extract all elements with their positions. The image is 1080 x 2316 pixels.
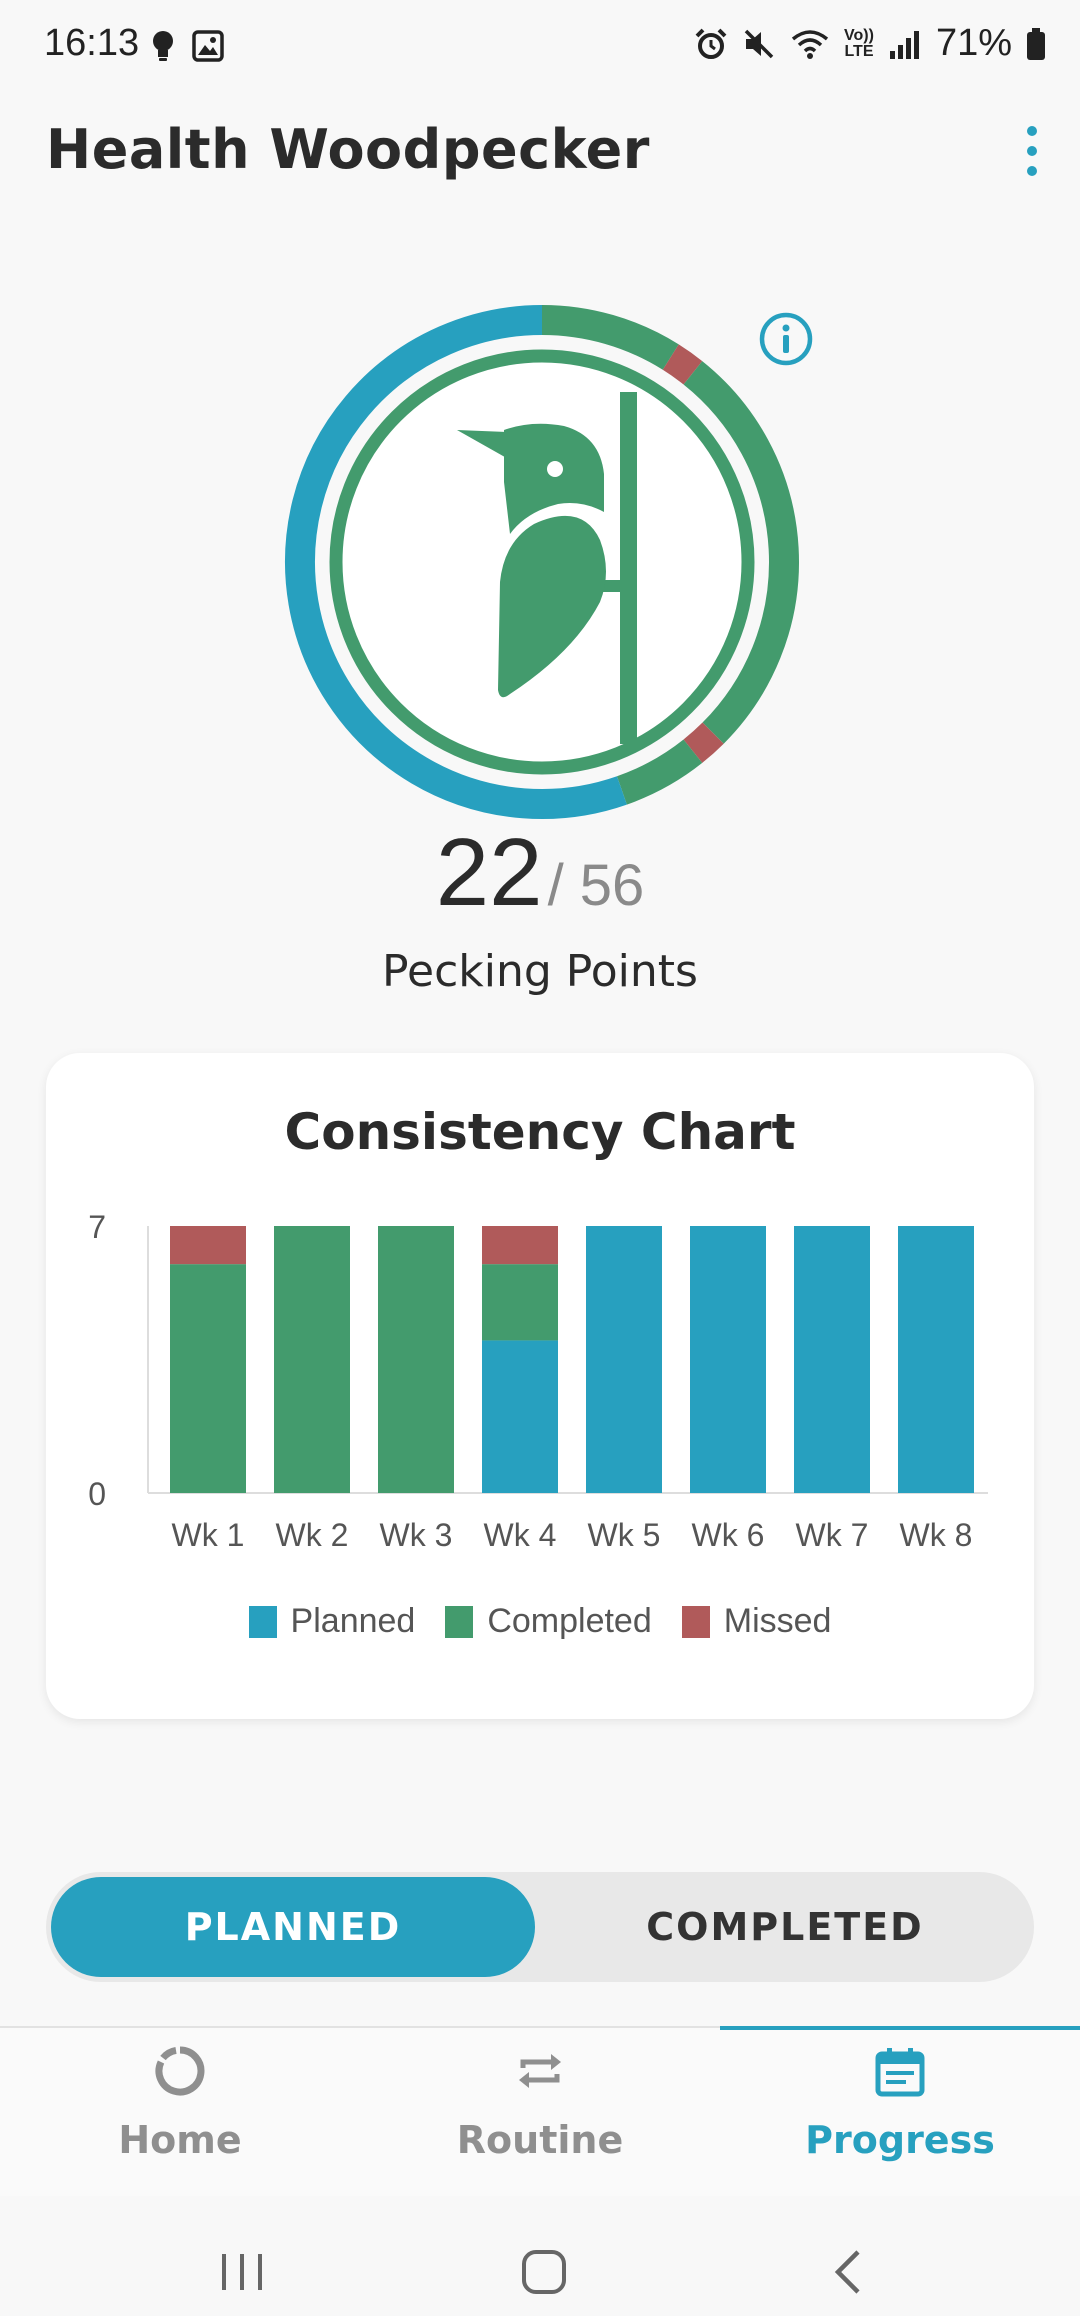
ring-segment-planned	[285, 305, 627, 819]
legend-label-completed: Completed	[487, 1602, 652, 1640]
nav-item-home[interactable]: Home	[0, 2028, 360, 2198]
x-tick-label: Wk 2	[276, 1517, 349, 1553]
legend-swatch-missed	[681, 1605, 710, 1638]
bottom-navigation: Home Routine Progress	[0, 2026, 1080, 2196]
more-options-icon[interactable]	[1022, 126, 1042, 176]
ring-segment-completed	[683, 361, 799, 744]
nav-label-home: Home	[118, 2118, 242, 2162]
legend-label-planned: Planned	[290, 1602, 416, 1640]
home-ring-icon	[155, 2046, 205, 2096]
nav-item-routine[interactable]: Routine	[360, 2028, 720, 2198]
progress-ring-svg	[285, 305, 799, 819]
volte-indicator: Vo)) LTE	[844, 26, 874, 60]
points-total: / 56	[547, 853, 645, 918]
toggle-planned-button[interactable]: PLANNED	[51, 1877, 535, 1977]
status-bar: 16:13 Vo)) L	[0, 0, 1080, 92]
calendar-icon	[875, 2048, 925, 2097]
status-right-icons: Vo)) LTE 71%	[694, 22, 1046, 65]
system-navigation-bar	[0, 2196, 1080, 2316]
volte-top-text: Vo))	[844, 26, 874, 44]
status-time: 16:13	[44, 22, 140, 64]
mute-icon	[744, 29, 774, 58]
nav-selected-indicator	[720, 2026, 1080, 2030]
bar-planned-5	[586, 1226, 662, 1493]
app-title: Health Woodpecker	[46, 118, 650, 181]
legend-item-completed: Completed	[445, 1602, 652, 1641]
battery-icon	[1027, 27, 1045, 60]
view-toggle: PLANNED COMPLETED	[46, 1872, 1034, 1982]
image-icon	[192, 30, 224, 62]
chart-legend: Planned Completed Missed	[46, 1602, 1034, 1641]
bar-completed-4	[482, 1264, 558, 1341]
y-tick-label: 7	[88, 1209, 106, 1245]
x-tick-label: Wk 7	[796, 1517, 869, 1553]
x-tick-label: Wk 4	[484, 1517, 557, 1553]
alarm-icon	[695, 28, 727, 59]
wifi-icon	[791, 29, 829, 59]
bar-missed-4	[482, 1226, 558, 1265]
nav-item-progress[interactable]: Progress	[720, 2028, 1080, 2198]
woodpecker-logo-icon	[457, 392, 637, 744]
x-tick-label: Wk 8	[900, 1517, 973, 1553]
status-left-icons	[152, 30, 224, 62]
bar-planned-4	[482, 1340, 558, 1493]
bar-planned-6	[690, 1226, 766, 1493]
x-tick-label: Wk 6	[692, 1517, 765, 1553]
progress-ring	[282, 302, 802, 822]
legend-swatch-completed	[445, 1605, 474, 1638]
bar-planned-7	[794, 1226, 870, 1493]
x-tick-label: Wk 5	[588, 1517, 661, 1553]
logo-trunk	[620, 392, 637, 744]
toggle-completed-button[interactable]: COMPLETED	[646, 1905, 924, 1949]
lightbulb-icon	[153, 31, 173, 61]
bar-planned-8	[898, 1226, 974, 1493]
points-label: Pecking Points	[382, 946, 698, 997]
back-icon[interactable]	[830, 2248, 866, 2296]
logo-body	[498, 515, 606, 698]
repeat-icon	[519, 2054, 561, 2088]
ring-segment-missed	[662, 344, 703, 385]
legend-item-missed: Missed	[681, 1602, 832, 1641]
consistency-chart: 0 7 Wk 1 Wk 2 Wk 3 Wk 4 Wk 5 Wk 6 Wk 7 Wk 8	[88, 1209, 988, 1553]
x-tick-label: Wk 3	[380, 1517, 453, 1553]
y-tick-label: 0	[88, 1476, 106, 1512]
home-button-icon[interactable]	[520, 2248, 568, 2296]
ring-segment-completed	[541, 305, 679, 370]
x-tick-label: Wk 1	[172, 1517, 245, 1553]
bar-completed-2	[274, 1226, 350, 1493]
chart-title: Consistency Chart	[284, 1103, 796, 1161]
points-value: 22	[435, 819, 543, 926]
nav-label-routine: Routine	[456, 2118, 624, 2162]
ring-segment-completed	[616, 739, 703, 805]
volte-bottom-text: LTE	[844, 42, 874, 60]
logo-eye	[547, 461, 563, 477]
bar-missed-1	[170, 1226, 246, 1265]
recent-apps-icon[interactable]	[218, 2250, 268, 2294]
ring-segments	[285, 305, 799, 819]
battery-percent: 71%	[935, 22, 1012, 64]
logo-head	[504, 423, 604, 534]
info-icon[interactable]	[758, 311, 814, 367]
bar-completed-3	[378, 1226, 454, 1493]
consistency-chart-card: Consistency Chart 0 7 Wk 1 Wk 2 Wk 3 Wk 4 Wk 5…	[46, 1053, 1034, 1719]
legend-item-planned: Planned	[248, 1602, 416, 1641]
legend-swatch-planned	[248, 1605, 277, 1638]
logo-beak	[457, 430, 510, 460]
bar-completed-1	[170, 1264, 246, 1493]
points-score: 22 / 56	[0, 818, 1080, 928]
signal-icon	[889, 30, 919, 59]
legend-label-missed: Missed	[723, 1602, 832, 1640]
nav-label-progress: Progress	[805, 2118, 995, 2162]
ring-segment-missed	[683, 722, 724, 763]
